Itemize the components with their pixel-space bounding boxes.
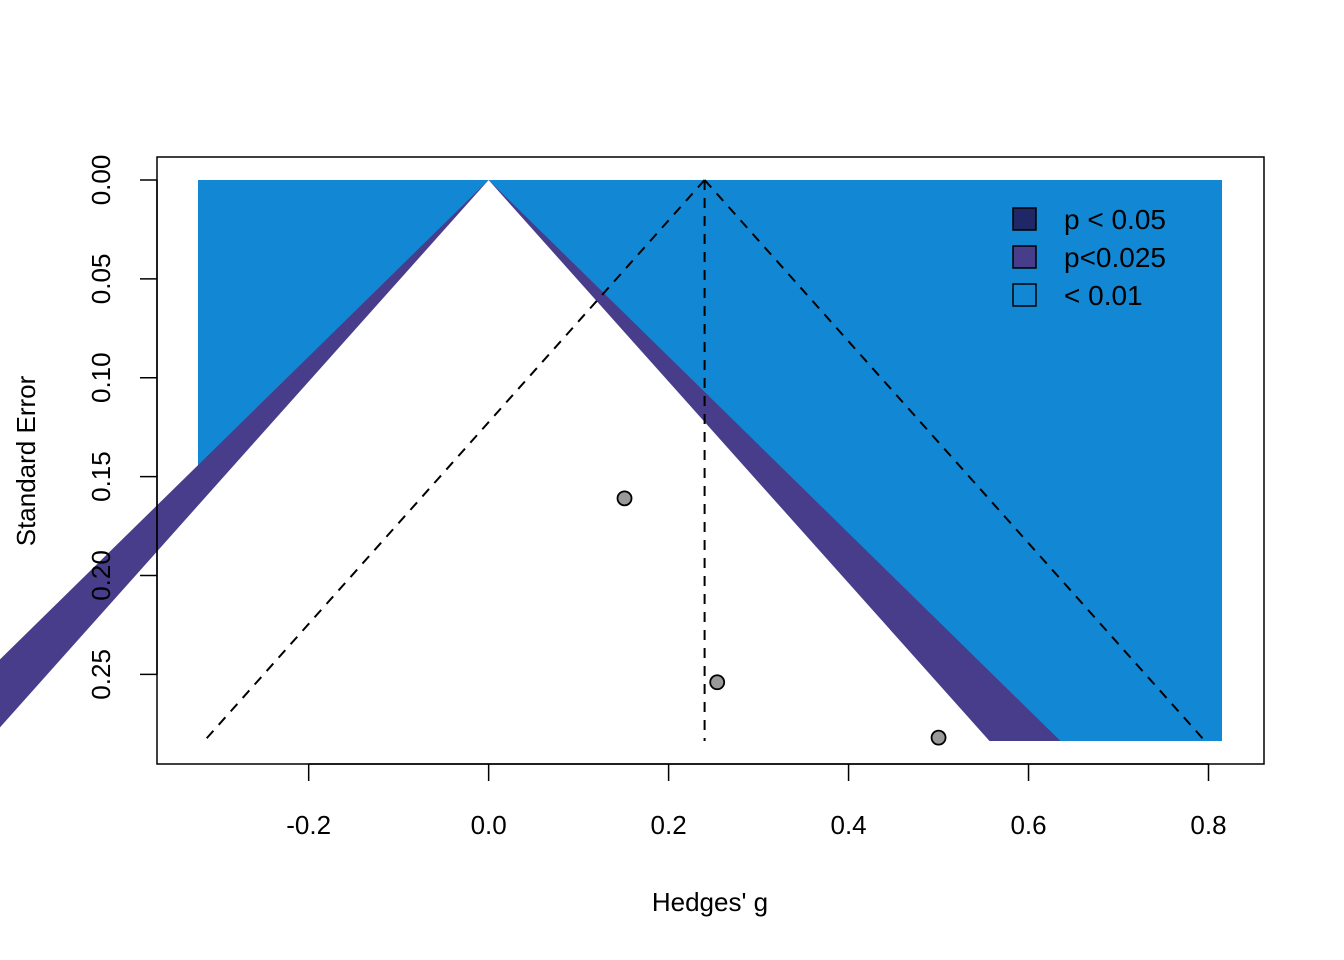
legend-swatch <box>1012 207 1037 231</box>
y-tick-label: 0.05 <box>86 254 116 305</box>
study-point-3 <box>930 729 947 746</box>
x-tick-label: 0.8 <box>1190 810 1226 840</box>
x-tick-label: 0.2 <box>651 810 687 840</box>
study-point-2 <box>709 674 726 691</box>
non-significant-region <box>0 180 990 741</box>
y-axis-title: Standard Error <box>11 375 41 546</box>
x-axis: -0.2 0.0 0.2 0.4 0.6 0.8 <box>286 763 1227 840</box>
x-axis-title: Hedges' g <box>652 887 768 917</box>
legend-label: p < 0.05 <box>1064 204 1166 235</box>
x-tick-label: 0.6 <box>1010 810 1046 840</box>
y-axis: 0.00 0.05 0.10 0.15 0.20 0.25 <box>86 155 158 700</box>
legend-swatch <box>1012 245 1037 269</box>
x-tick-label: 0.0 <box>471 810 507 840</box>
legend-label: < 0.01 <box>1064 280 1143 311</box>
legend-swatch <box>1012 283 1037 307</box>
x-tick-label: -0.2 <box>286 810 331 840</box>
legend-label: p<0.025 <box>1064 242 1166 273</box>
funnel-reference-lines <box>203 179 1206 742</box>
x-tick-label: 0.4 <box>830 810 866 840</box>
study-points <box>616 490 947 746</box>
contour-regions <box>0 180 1222 741</box>
y-tick-label: 0.00 <box>86 155 116 206</box>
y-tick-label: 0.20 <box>86 550 116 601</box>
legend: p < 0.05 p<0.025 < 0.01 <box>1012 204 1166 311</box>
y-tick-label: 0.15 <box>86 451 116 502</box>
study-point-1 <box>616 490 633 507</box>
y-tick-label: 0.10 <box>86 352 116 403</box>
y-tick-label: 0.25 <box>86 649 116 700</box>
